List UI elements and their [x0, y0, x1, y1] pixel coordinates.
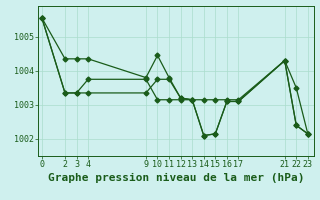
X-axis label: Graphe pression niveau de la mer (hPa): Graphe pression niveau de la mer (hPa) [48, 173, 304, 183]
